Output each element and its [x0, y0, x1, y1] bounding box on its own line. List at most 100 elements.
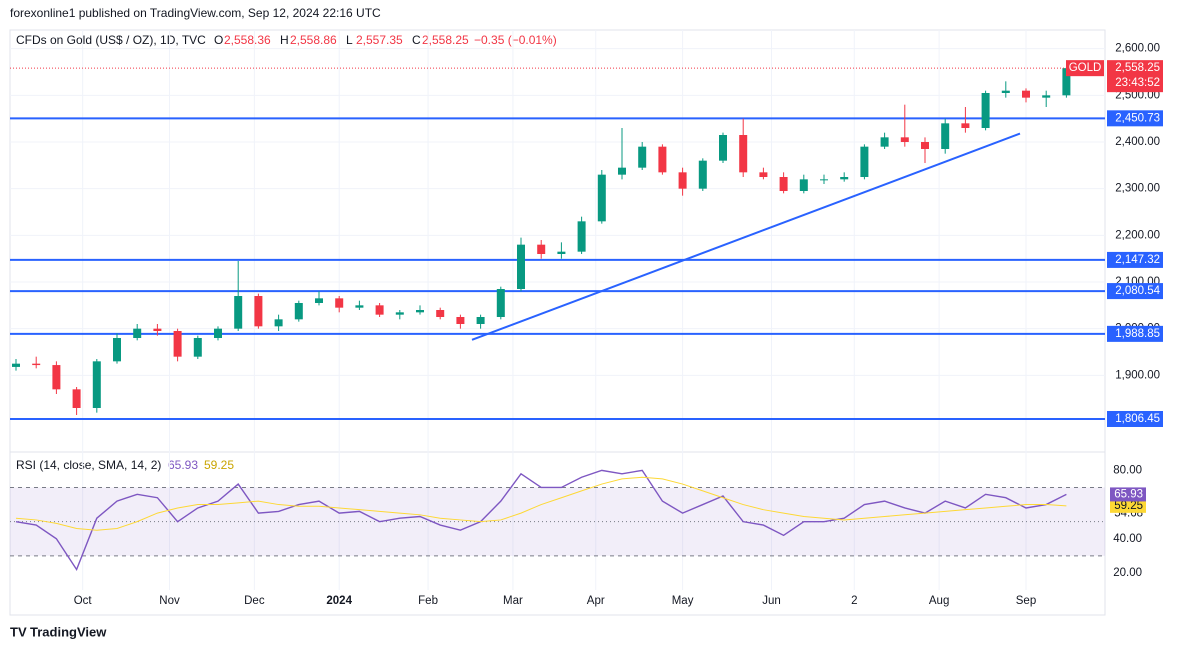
rsi-axis-tag-bg [1110, 487, 1146, 502]
countdown: 23:43:52 [1115, 77, 1160, 89]
rsi-tick-label: 80.00 [1113, 464, 1142, 476]
rsi-axis-tag: 59.25 [1114, 500, 1143, 512]
ticker-bg [1066, 60, 1104, 77]
level-label: 1,806.45 [1115, 413, 1160, 425]
rsi-tick-label: 20.00 [1113, 567, 1142, 579]
candle-body [1062, 68, 1071, 96]
candle-body [294, 303, 303, 320]
ohlc-value: 2,558.86 [290, 33, 337, 47]
candle-body [315, 298, 323, 303]
ohlc-key: L [346, 33, 353, 47]
ohlc-value: 2,557.35 [356, 33, 403, 47]
candle-body [1042, 95, 1051, 98]
ohlc-key: O [214, 33, 223, 47]
candle-body [577, 221, 586, 252]
level-label-bg [1107, 251, 1163, 268]
candle-body [860, 146, 869, 177]
y-tick-label: 2,600.00 [1115, 43, 1160, 55]
y-tick-label: 1,900.00 [1115, 369, 1160, 381]
candle-body [375, 305, 384, 315]
level-label-bg [1107, 325, 1163, 342]
level-label: 2,147.32 [1115, 254, 1160, 266]
candle-body [254, 296, 263, 327]
level-label-bg [1107, 410, 1163, 427]
trendline [471, 132, 1021, 341]
candle-body [961, 123, 970, 128]
candle-body [981, 93, 990, 128]
candle-body [214, 328, 222, 338]
x-tick-label: Dec [244, 595, 265, 607]
level-label-bg [1107, 110, 1163, 127]
candle-body [557, 251, 566, 254]
x-tick-label: Mar [503, 595, 523, 607]
candle-body [759, 172, 768, 177]
logo-mark: TV [10, 624, 27, 639]
sma-value: 59.25 [204, 458, 234, 472]
candle-body [335, 298, 344, 308]
y-tick-label: 2,300.00 [1115, 183, 1160, 195]
candle-body [193, 338, 202, 357]
candle-body [456, 317, 465, 324]
x-tick-label: Oct [74, 595, 93, 607]
candle-body [921, 142, 929, 149]
candle-body [12, 363, 20, 367]
candle-body [900, 137, 909, 142]
candle-body [739, 135, 748, 173]
footer-logo: TradingView [30, 624, 107, 639]
level-label: 1,988.85 [1115, 328, 1160, 340]
candle-body [1001, 90, 1010, 93]
candle-body [820, 179, 828, 181]
candle-body [153, 328, 162, 331]
ohlc-key: H [280, 33, 289, 47]
candle-body [1022, 90, 1030, 98]
candle-body [537, 244, 546, 254]
x-tick-label: May [672, 595, 694, 607]
candle-body [395, 312, 404, 315]
rsi-title: RSI (14, close, SMA, 14, 2) [16, 458, 161, 472]
candle-body [113, 338, 121, 362]
change: −0.35 (−0.01%) [474, 33, 557, 47]
y-tick-label: 2,400.00 [1115, 136, 1160, 148]
candle-body [32, 363, 41, 366]
candle-body [658, 146, 667, 173]
candle-body [496, 289, 505, 317]
level-label-bg [1107, 283, 1163, 300]
candle-body [719, 135, 727, 161]
candle-body [416, 310, 424, 313]
y-tick-label: 2,500.00 [1115, 89, 1160, 101]
candle-body [52, 365, 61, 390]
last-price-bg [1107, 60, 1163, 93]
candle-body [92, 361, 101, 408]
x-tick-label: Nov [159, 595, 180, 607]
candle-body [517, 244, 525, 289]
candle-body [941, 123, 950, 149]
candle-body [880, 137, 889, 147]
y-tick-label: 2,200.00 [1115, 229, 1160, 241]
candle-body [779, 177, 788, 191]
x-tick-label: Apr [587, 595, 605, 607]
symbol: CFDs on Gold (US$ / OZ), 1D, TVC [16, 33, 206, 47]
ohlc-value: 2,558.36 [224, 33, 271, 47]
rsi-value: 65.93 [168, 458, 198, 472]
x-tick-label: Jun [762, 595, 781, 607]
candle-body [234, 296, 243, 329]
level-label: 2,080.54 [1115, 285, 1160, 297]
x-tick-label: 2024 [326, 595, 352, 607]
publisher: forexonline1 published on TradingView.co… [10, 6, 381, 20]
candle-body [355, 305, 364, 308]
level-label: 2,450.73 [1115, 112, 1160, 124]
candle-body [698, 160, 707, 189]
candle-body [476, 317, 485, 324]
candle-body [133, 328, 142, 338]
ticker: GOLD [1069, 62, 1102, 74]
candle-body [274, 319, 283, 327]
candle-body [597, 174, 606, 222]
candle-body [436, 310, 445, 317]
candle-body [678, 172, 687, 189]
x-tick-label: Sep [1016, 595, 1036, 607]
ohlc-value: 2,558.25 [422, 33, 469, 47]
rsi-line [15, 476, 1067, 531]
